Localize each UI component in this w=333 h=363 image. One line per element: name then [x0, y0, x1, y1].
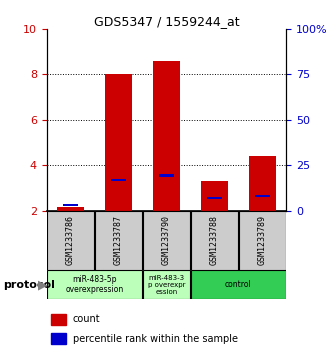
FancyBboxPatch shape	[191, 270, 286, 299]
Bar	[255, 195, 270, 197]
Bar	[51, 314, 66, 325]
Text: GSM1233788: GSM1233788	[210, 216, 219, 265]
Text: GSM1233786: GSM1233786	[66, 216, 75, 265]
FancyBboxPatch shape	[47, 211, 94, 270]
Bar	[201, 181, 228, 211]
Bar	[159, 174, 174, 176]
Text: miR-483-3
p overexpr
ession: miR-483-3 p overexpr ession	[148, 274, 185, 295]
Bar	[249, 156, 276, 211]
FancyBboxPatch shape	[143, 270, 190, 299]
Text: miR-483-5p
overexpression: miR-483-5p overexpression	[66, 275, 124, 294]
Text: GSM1233787: GSM1233787	[114, 216, 123, 265]
Text: percentile rank within the sample: percentile rank within the sample	[73, 334, 238, 344]
Bar	[105, 74, 132, 211]
Text: count: count	[73, 314, 101, 324]
Text: protocol: protocol	[3, 280, 55, 290]
FancyBboxPatch shape	[47, 270, 142, 299]
FancyBboxPatch shape	[95, 211, 142, 270]
Bar	[153, 61, 180, 211]
Text: GSM1233790: GSM1233790	[162, 216, 171, 265]
FancyBboxPatch shape	[239, 211, 286, 270]
Text: GSM1233789: GSM1233789	[258, 216, 267, 265]
FancyBboxPatch shape	[191, 211, 238, 270]
Text: control: control	[225, 280, 252, 289]
Bar	[51, 333, 66, 344]
Bar	[63, 204, 78, 206]
Text: ▶: ▶	[38, 278, 48, 291]
Bar	[207, 197, 222, 199]
Bar	[111, 179, 126, 181]
Bar	[57, 207, 84, 211]
Title: GDS5347 / 1559244_at: GDS5347 / 1559244_at	[94, 15, 239, 28]
FancyBboxPatch shape	[143, 211, 190, 270]
